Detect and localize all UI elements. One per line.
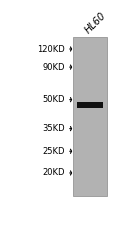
Text: 120KD: 120KD xyxy=(37,44,65,54)
Text: 35KD: 35KD xyxy=(42,124,65,133)
Text: 25KD: 25KD xyxy=(43,147,65,156)
Text: 50KD: 50KD xyxy=(43,95,65,104)
Text: HL60: HL60 xyxy=(83,11,108,35)
Text: 90KD: 90KD xyxy=(43,63,65,72)
Bar xyxy=(77,102,103,108)
Text: 20KD: 20KD xyxy=(43,168,65,177)
Bar xyxy=(73,37,107,196)
